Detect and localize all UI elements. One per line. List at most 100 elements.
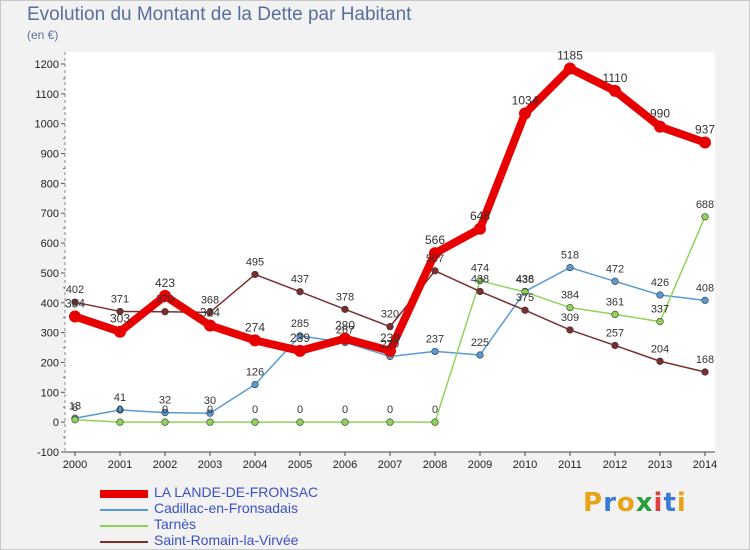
data-label-3: 257 <box>606 327 624 339</box>
x-tick-label: 2011 <box>558 459 582 471</box>
brand-letter: i <box>676 488 687 518</box>
x-tick-label: 2008 <box>423 459 447 471</box>
series-point-3 <box>116 307 124 316</box>
y-tick-label: 1000 <box>35 119 59 131</box>
series-point-2 <box>116 418 124 426</box>
y-tick-label: 300 <box>41 328 59 340</box>
series-point-1 <box>251 380 259 389</box>
data-label-0: 354 <box>65 296 85 310</box>
data-label-0: 1110 <box>603 71 628 85</box>
chart-unit: (en €) <box>27 28 59 42</box>
data-label-0: 1034 <box>512 94 539 108</box>
data-label-3: 375 <box>516 292 534 304</box>
legend-label: Tarnès <box>154 516 197 532</box>
data-label-1: 426 <box>651 277 669 289</box>
series-point-0 <box>249 334 261 347</box>
x-tick-label: 2010 <box>513 459 537 471</box>
series-point-0 <box>384 344 396 357</box>
series-point-2 <box>566 303 574 312</box>
data-label-1: 285 <box>291 318 309 330</box>
series-point-2 <box>701 213 709 221</box>
legend-swatch <box>100 490 148 498</box>
data-label-1: 438 <box>516 273 534 285</box>
series-point-2 <box>431 418 439 426</box>
series-point-2 <box>386 418 394 426</box>
series-point-3 <box>71 298 79 306</box>
data-label-2: 337 <box>651 304 669 316</box>
series-point-0 <box>339 332 351 345</box>
series-point-3 <box>161 308 169 316</box>
series-point-3 <box>611 341 619 350</box>
brand-letter: t <box>663 488 677 518</box>
series-point-0 <box>159 289 171 302</box>
data-label-3: 370 <box>156 294 174 306</box>
legend-label: Saint-Romain-la-Virvée <box>154 532 299 548</box>
data-label-1: 30 <box>204 395 216 407</box>
series-point-0 <box>204 319 216 332</box>
y-tick-label: 200 <box>41 357 59 369</box>
chart-title: Evolution du Montant de la Dette par Hab… <box>27 4 412 25</box>
data-label-3: 204 <box>651 343 669 355</box>
data-label-1: 32 <box>159 395 171 407</box>
series-point-1 <box>296 332 304 340</box>
data-label-0: 648 <box>470 209 490 223</box>
legend-label: LA LANDE-DE-FRONSAC <box>154 484 319 500</box>
data-label-2: 0 <box>252 404 258 416</box>
data-label-0: 324 <box>200 305 220 319</box>
series-point-0 <box>429 247 441 260</box>
data-label-3: 309 <box>561 312 579 324</box>
series-point-1 <box>611 277 619 285</box>
data-label-1: 13 <box>69 400 81 412</box>
series-point-2 <box>251 418 259 426</box>
brand-letter: r <box>603 488 617 518</box>
data-label-0: 274 <box>245 320 265 334</box>
data-label-0: 239 <box>380 331 400 345</box>
x-tick-label: 2013 <box>648 459 672 471</box>
legend-swatch <box>100 525 148 527</box>
series-point-1 <box>701 296 709 304</box>
series-point-3 <box>566 326 574 334</box>
data-label-3: 168 <box>696 354 714 366</box>
data-label-2: 0 <box>387 404 393 416</box>
series-point-1 <box>161 409 169 417</box>
data-label-2: 0 <box>117 404 123 416</box>
series-point-3 <box>386 323 394 331</box>
data-label-0: 937 <box>695 122 715 136</box>
brand-letter: o <box>616 488 636 518</box>
x-tick-label: 2007 <box>378 459 402 471</box>
data-label-2: 384 <box>561 290 579 302</box>
y-tick-label: 900 <box>41 149 59 161</box>
series-point-3 <box>251 270 259 279</box>
x-tick-label: 2012 <box>603 459 627 471</box>
series-point-3 <box>206 308 214 316</box>
data-label-1: 41 <box>114 392 126 404</box>
data-label-0: 239 <box>290 331 310 345</box>
data-label-3: 378 <box>336 291 354 303</box>
series-point-2 <box>296 418 304 426</box>
series-point-1 <box>476 351 484 359</box>
series-point-2 <box>656 317 664 326</box>
data-label-1: 225 <box>471 337 489 349</box>
data-label-0: 990 <box>650 107 670 121</box>
legend-label: Cadillac-en-Fronsadais <box>154 500 298 516</box>
x-tick-label: 2001 <box>108 459 132 471</box>
y-tick-label: 700 <box>41 208 59 220</box>
series-point-2 <box>161 418 169 426</box>
data-label-3: 368 <box>201 294 219 306</box>
series-point-2 <box>341 418 349 426</box>
data-label-1: 472 <box>606 263 624 275</box>
series-point-0 <box>609 84 621 97</box>
data-label-3: 495 <box>246 256 264 268</box>
series-point-0 <box>519 107 531 120</box>
series-point-2 <box>611 310 619 319</box>
data-label-0: 303 <box>110 312 130 326</box>
x-tick-label: 2003 <box>198 459 222 471</box>
legend-swatch <box>100 541 148 543</box>
data-label-2: 361 <box>606 296 624 308</box>
data-label-0: 566 <box>425 233 445 247</box>
series-point-1 <box>566 263 574 272</box>
data-label-2: 0 <box>207 404 213 416</box>
series-point-1 <box>206 409 214 417</box>
data-label-3: 438 <box>471 273 489 285</box>
